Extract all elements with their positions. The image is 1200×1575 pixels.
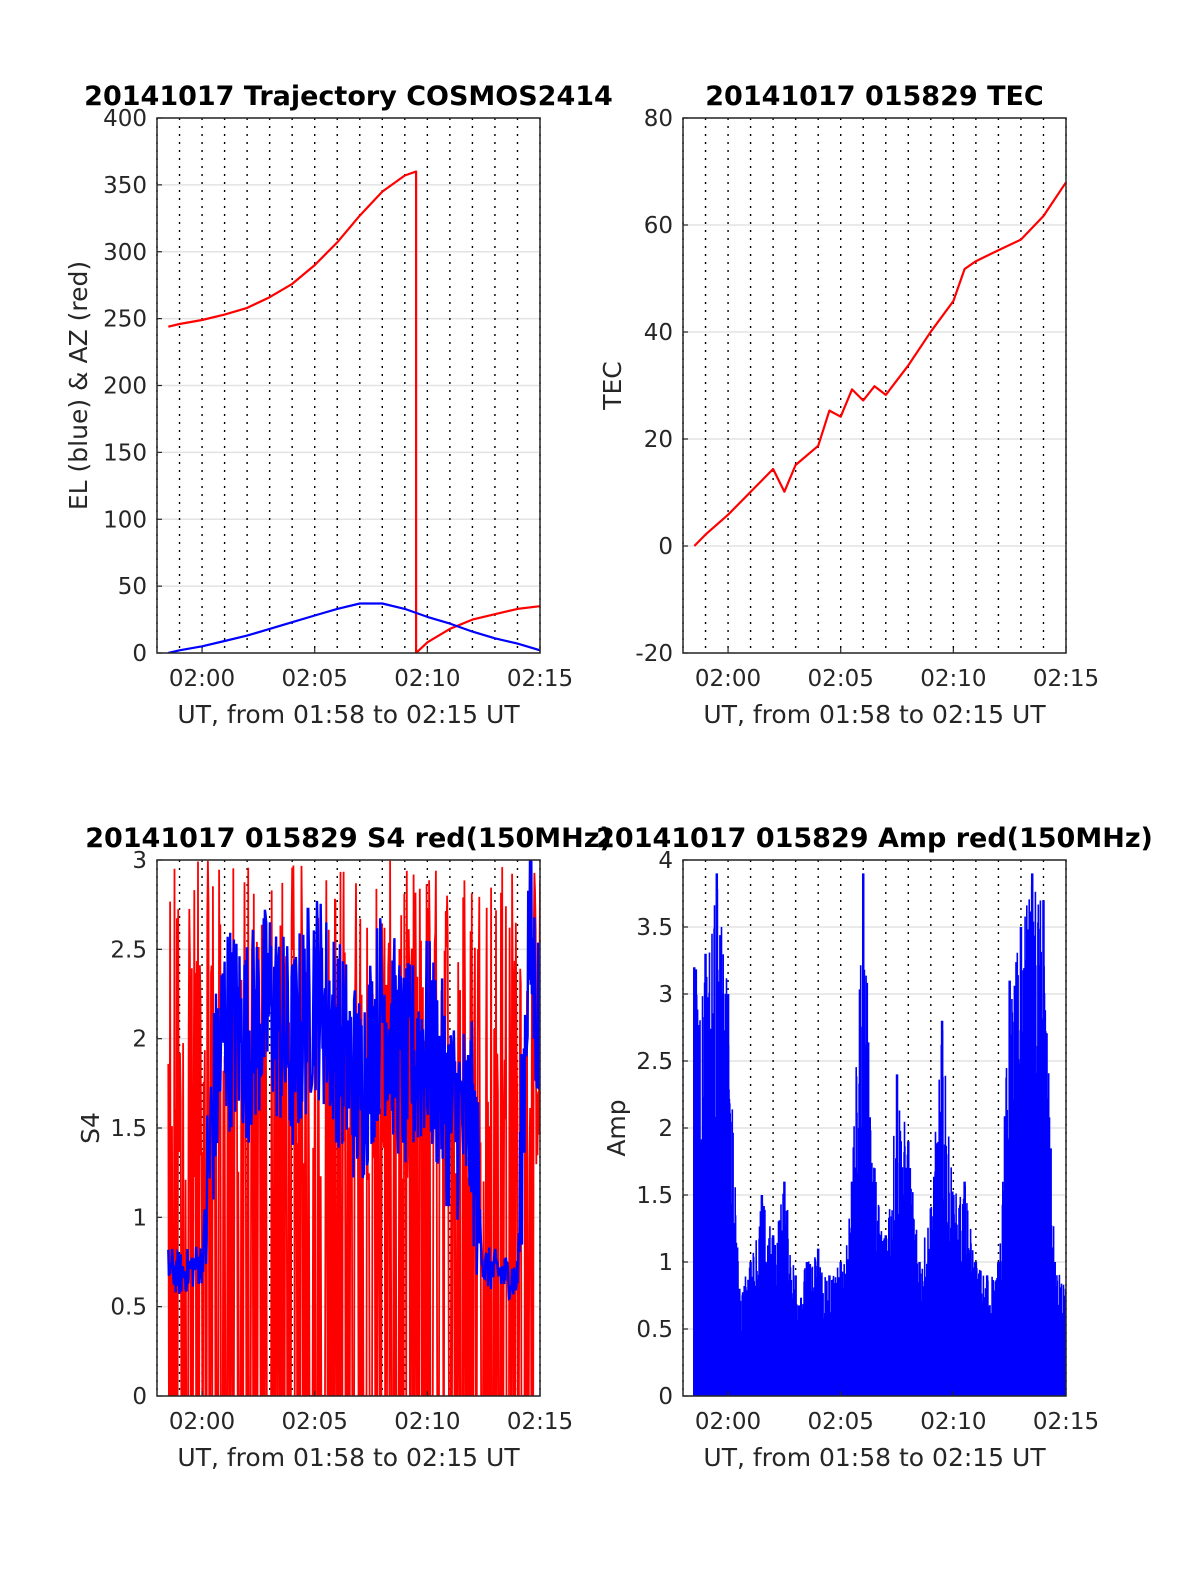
y-axis-label: EL (blue) & AZ (red) bbox=[64, 261, 93, 510]
y-tick-label: 150 bbox=[103, 440, 147, 466]
y-tick-label: 40 bbox=[644, 320, 673, 346]
y-tick-label: 100 bbox=[103, 507, 147, 533]
trajectory-panel: 0 50 100 150 200 250 300 350 400 02:00 02:05 02:10 0… bbox=[64, 81, 613, 729]
x-axis-label: UT, from 01:58 to 02:15 UT bbox=[703, 700, 1046, 729]
series-red bbox=[168, 170, 540, 653]
y-tick-label: 300 bbox=[103, 240, 147, 266]
x-tick-label: 02:05 bbox=[808, 1409, 874, 1435]
series-layer bbox=[693, 873, 1066, 1396]
chart-title: 20141017 015829 S4 red(150MHz) bbox=[85, 823, 612, 854]
x-tick-label: 02:15 bbox=[1033, 666, 1099, 692]
x-tick-label: 02:00 bbox=[169, 1409, 235, 1435]
y-tick-label: 400 bbox=[103, 106, 147, 132]
chart-title: 20141017 Trajectory COSMOS2414 bbox=[84, 81, 613, 112]
y-tick-label: 2 bbox=[132, 1027, 147, 1053]
y-tick-label: 20 bbox=[644, 427, 673, 453]
s4-panel: 0 0.5 1 1.5 2 2.5 3 02:00 02:05 02:10 02:15 2014101… bbox=[76, 823, 612, 1472]
x-tick-label: 02:00 bbox=[695, 666, 761, 692]
x-tick-label: 02:00 bbox=[695, 1409, 761, 1435]
series-blue bbox=[167, 860, 540, 1301]
y-tick-label: 250 bbox=[103, 307, 147, 333]
y-tick-label: 0 bbox=[132, 641, 147, 667]
amp-panel: 0 0.5 1 1.5 2 2.5 3 3.5 4 02:00 02:05 02:10 02:15 201… bbox=[596, 823, 1153, 1472]
y-tick-label: 2.5 bbox=[110, 937, 147, 963]
series-blue bbox=[168, 602, 540, 653]
y-axis-label: Amp bbox=[602, 1099, 631, 1156]
x-tick-label: 02:10 bbox=[394, 1409, 460, 1435]
x-tick-label: 02:15 bbox=[507, 1409, 573, 1435]
y-tick-label: 350 bbox=[103, 173, 147, 199]
tec-panel: -20 0 20 40 60 80 02:00 02:05 02:10 02:15 20141017… bbox=[598, 81, 1099, 729]
y-tick-label: 1 bbox=[658, 1250, 673, 1276]
y-tick-label: 0.5 bbox=[636, 1317, 673, 1343]
x-axis-label: UT, from 01:58 to 02:15 UT bbox=[177, 700, 520, 729]
axes-box bbox=[682, 117, 1067, 654]
x-tick-label: 02:10 bbox=[394, 666, 460, 692]
x-axis-label: UT, from 01:58 to 02:15 UT bbox=[177, 1443, 520, 1472]
y-tick-label: 0 bbox=[658, 1384, 673, 1410]
y-tick-label: 3 bbox=[132, 848, 147, 874]
y-tick-label: 4 bbox=[658, 848, 673, 874]
y-axis-label: S4 bbox=[76, 1112, 105, 1144]
x-tick-label: 02:05 bbox=[808, 666, 874, 692]
x-tick-label: 02:10 bbox=[920, 666, 986, 692]
y-tick-label: 80 bbox=[644, 106, 673, 132]
x-tick-label: 02:05 bbox=[282, 666, 348, 692]
y-tick-label: 0 bbox=[658, 534, 673, 560]
y-tick-label: 2 bbox=[658, 1116, 673, 1142]
y-tick-label: 1.5 bbox=[110, 1116, 147, 1142]
series-layer bbox=[693, 181, 1066, 547]
y-tick-label: 2.5 bbox=[636, 1049, 673, 1075]
y-tick-label: 3.5 bbox=[636, 915, 673, 941]
series-layer bbox=[168, 170, 540, 653]
x-tick-label: 02:15 bbox=[1033, 1409, 1099, 1435]
y-tick-label: 200 bbox=[103, 374, 147, 400]
y-axis-label: TEC bbox=[598, 361, 627, 411]
x-tick-label: 02:10 bbox=[920, 1409, 986, 1435]
x-axis-label: UT, from 01:58 to 02:15 UT bbox=[703, 1443, 1046, 1472]
chart-title: 20141017 015829 TEC bbox=[705, 81, 1044, 112]
x-tick-label: 02:05 bbox=[282, 1409, 348, 1435]
y-tick-label: 50 bbox=[118, 574, 147, 600]
x-tick-label: 02:00 bbox=[169, 666, 235, 692]
y-tick-label: 1 bbox=[132, 1205, 147, 1231]
y-tick-label: 60 bbox=[644, 213, 673, 239]
y-tick-label: 0.5 bbox=[110, 1295, 147, 1321]
y-tick-label: 0 bbox=[132, 1384, 147, 1410]
x-tick-label: 02:15 bbox=[507, 666, 573, 692]
series-red bbox=[693, 181, 1066, 547]
y-tick-label: 3 bbox=[658, 982, 673, 1008]
series-layer bbox=[167, 860, 540, 1396]
y-tick-label: -20 bbox=[635, 641, 673, 667]
chart-title: 20141017 015829 Amp red(150MHz) bbox=[596, 823, 1153, 854]
y-tick-label: 1.5 bbox=[636, 1183, 673, 1209]
